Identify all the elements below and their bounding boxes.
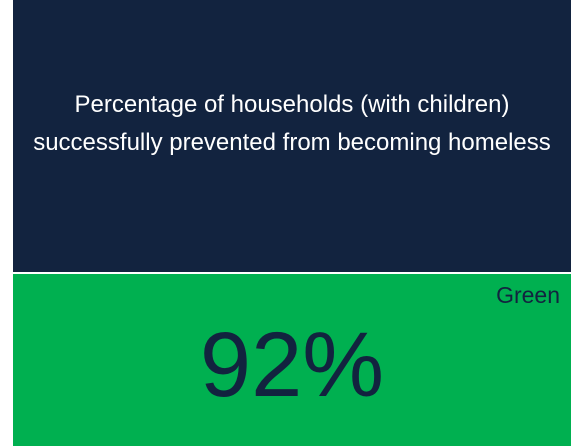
value-panel: Green 92% xyxy=(13,274,571,446)
kpi-value: 92% xyxy=(199,314,385,416)
status-label: Green xyxy=(496,282,560,308)
title-panel: Percentage of households (with children)… xyxy=(13,0,571,272)
tile-title: Percentage of households (with children)… xyxy=(33,91,551,156)
